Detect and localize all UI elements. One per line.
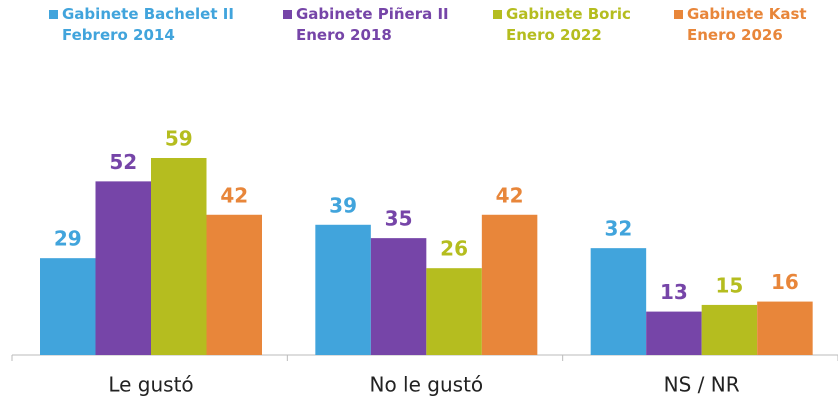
value-label: 29 bbox=[54, 227, 82, 251]
bar bbox=[206, 214, 262, 355]
value-label: 39 bbox=[329, 193, 357, 217]
bar bbox=[40, 258, 96, 355]
x-tick-label: No le gustó bbox=[370, 373, 484, 397]
value-label: 32 bbox=[604, 217, 632, 241]
value-label: 26 bbox=[440, 237, 468, 261]
value-label: 13 bbox=[660, 280, 688, 304]
legend-swatch bbox=[283, 10, 292, 19]
bar bbox=[426, 268, 482, 355]
value-label: 16 bbox=[771, 270, 799, 294]
value-label: 42 bbox=[496, 183, 524, 207]
value-label: 59 bbox=[165, 127, 193, 151]
bar bbox=[701, 304, 758, 355]
x-tick-label: NS / NR bbox=[664, 373, 740, 397]
bar bbox=[151, 158, 207, 355]
legend-item: Gabinete Boric Enero 2022 bbox=[493, 4, 631, 46]
bar bbox=[95, 181, 151, 355]
legend-label: Gabinete Piñera II Enero 2018 bbox=[296, 5, 449, 44]
value-label: 35 bbox=[385, 207, 413, 231]
bar bbox=[370, 238, 427, 355]
legend-label: Gabinete Boric Enero 2022 bbox=[506, 5, 631, 44]
value-label: 15 bbox=[715, 273, 743, 297]
bar bbox=[646, 311, 702, 355]
value-label: 52 bbox=[109, 150, 137, 174]
legend-swatch bbox=[674, 10, 683, 19]
legend-item: Gabinete Bachelet II Febrero 2014 bbox=[49, 4, 234, 46]
legend-label: Gabinete Kast Enero 2026 bbox=[687, 5, 807, 44]
bar bbox=[481, 214, 538, 355]
bar bbox=[315, 224, 371, 355]
legend-label: Gabinete Bachelet II Febrero 2014 bbox=[62, 5, 234, 44]
legend-item: Gabinete Piñera II Enero 2018 bbox=[283, 4, 449, 46]
legend-swatch bbox=[493, 10, 502, 19]
bar bbox=[757, 301, 813, 355]
legend-swatch bbox=[49, 10, 58, 19]
x-tick-label: Le gustó bbox=[108, 373, 193, 397]
legend-item: Gabinete Kast Enero 2026 bbox=[674, 4, 807, 46]
value-label: 42 bbox=[220, 183, 248, 207]
bar bbox=[590, 248, 647, 355]
